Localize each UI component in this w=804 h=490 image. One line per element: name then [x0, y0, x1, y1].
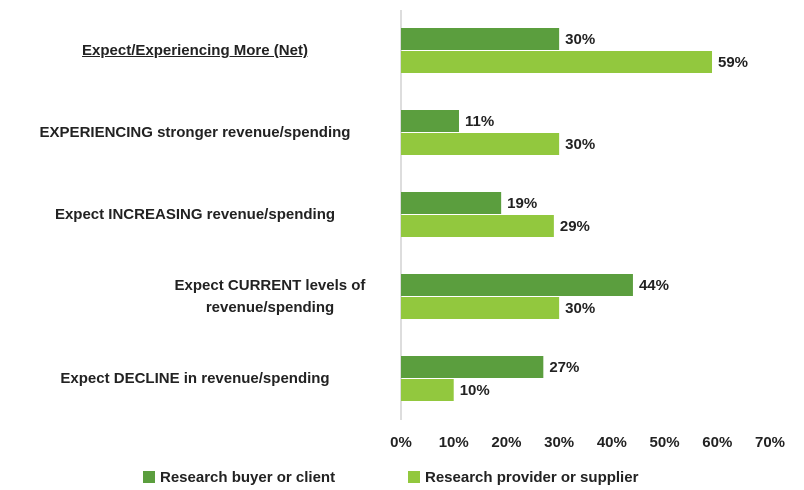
value-label: 30%	[565, 136, 595, 153]
bar	[401, 356, 544, 378]
value-label: 30%	[565, 300, 595, 317]
legend-label: Research buyer or client	[160, 469, 335, 486]
x-tick-label: 60%	[702, 434, 732, 451]
bar	[401, 133, 560, 155]
x-tick-label: 70%	[755, 434, 785, 451]
category-label: Expect/Experiencing More (Net)	[82, 42, 308, 59]
category-label: Expect CURRENT levels of revenue/spendin…	[174, 277, 366, 316]
value-label: 10%	[460, 382, 490, 399]
x-tick-label: 20%	[491, 434, 521, 451]
category-label: Expect INCREASING revenue/spending	[54, 206, 336, 223]
value-label: 11%	[465, 113, 494, 130]
legend-swatch	[408, 471, 420, 483]
bar	[401, 28, 560, 50]
x-tick-label: 0%	[390, 434, 412, 451]
bar	[401, 379, 454, 401]
bar	[401, 297, 560, 319]
bar	[401, 215, 554, 237]
x-tick-label: 40%	[597, 434, 627, 451]
bar	[401, 110, 459, 132]
value-label: 44%	[639, 277, 669, 294]
x-tick-label: 10%	[439, 434, 469, 451]
value-label: 19%	[507, 195, 537, 212]
value-label: 59%	[718, 54, 748, 71]
legend-label: Research provider or supplier	[425, 469, 639, 486]
bar	[401, 51, 713, 73]
value-label: 30%	[565, 31, 595, 48]
value-label: 27%	[549, 359, 579, 376]
x-tick-label: 50%	[650, 434, 680, 451]
value-label: 29%	[560, 218, 590, 235]
x-tick-label: 30%	[544, 434, 574, 451]
legend-swatch	[143, 471, 155, 483]
bar	[401, 192, 502, 214]
category-label: EXPERIENCING stronger revenue/spending	[39, 124, 351, 141]
category-label: Expect DECLINE in revenue/spending	[60, 370, 330, 387]
bar	[401, 274, 633, 296]
